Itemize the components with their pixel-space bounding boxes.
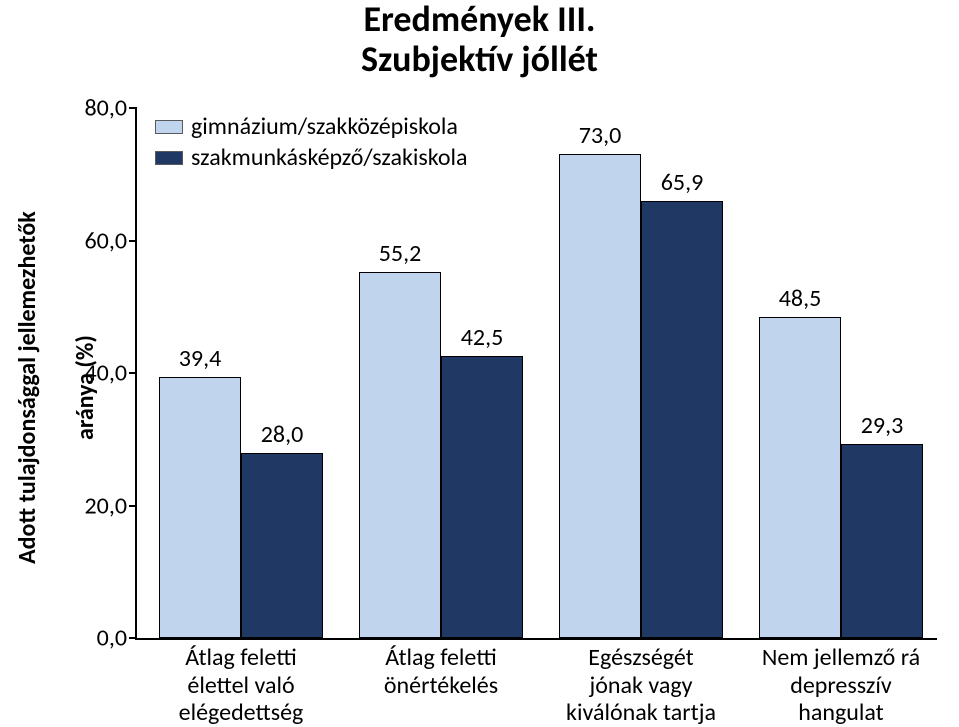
- title-line2: Szubjektív jóllét: [361, 40, 598, 80]
- xaxis-category-label: Egészségétjónak vagykiválónak tartja: [541, 638, 741, 727]
- title-line1: Eredmények III.: [361, 0, 598, 40]
- bar-series-a: [159, 377, 241, 638]
- bar-series-b: [641, 201, 723, 638]
- ytick-label: 0,0: [97, 624, 137, 653]
- xaxis-category-label: Átlag felettiélettel valóelégedettség: [141, 638, 341, 727]
- bar-series-a: [759, 317, 841, 638]
- bar-series-a: [559, 154, 641, 638]
- bar-series-b: [241, 453, 323, 639]
- ytick-label: 20,0: [85, 491, 137, 520]
- legend-swatch: [155, 120, 183, 134]
- xaxis-category-label: Nem jellemző rádepresszívhangulat: [741, 638, 941, 727]
- xaxis-category-label: Átlag felettiönértékelés: [341, 638, 541, 699]
- bar-series-a: [359, 272, 441, 638]
- yaxis-label-line2: aránya (%): [71, 335, 100, 440]
- yaxis-label-line1: Adott tulajdonsággal jellemezhetők: [13, 211, 42, 564]
- data-label: 48,5: [779, 284, 821, 313]
- data-label: 55,2: [379, 239, 421, 268]
- ytick-label: 80,0: [85, 94, 137, 123]
- data-label: 29,3: [861, 411, 903, 440]
- legend-label: szakmunkásképző/szakiskola: [191, 143, 468, 172]
- data-label: 28,0: [261, 420, 303, 449]
- data-label: 39,4: [179, 344, 221, 373]
- bar-series-b: [441, 356, 523, 638]
- legend-swatch: [155, 151, 183, 165]
- legend-item: gimnázium/szakközépiskola: [155, 112, 468, 141]
- data-label: 42,5: [461, 323, 503, 352]
- bar-series-b: [841, 444, 923, 638]
- data-label: 65,9: [661, 168, 703, 197]
- ytick-label: 40,0: [85, 359, 137, 388]
- plot-area: 0,020,040,060,080,039,428,0Átlag feletti…: [135, 108, 937, 640]
- ytick-label: 60,0: [85, 226, 137, 255]
- legend: gimnázium/szakközépiskolaszakmunkásképző…: [155, 112, 468, 174]
- legend-label: gimnázium/szakközépiskola: [191, 112, 458, 141]
- chart-title: Eredmények III. Szubjektív jóllét: [361, 0, 598, 79]
- data-label: 73,0: [579, 121, 621, 150]
- legend-item: szakmunkásképző/szakiskola: [155, 143, 468, 172]
